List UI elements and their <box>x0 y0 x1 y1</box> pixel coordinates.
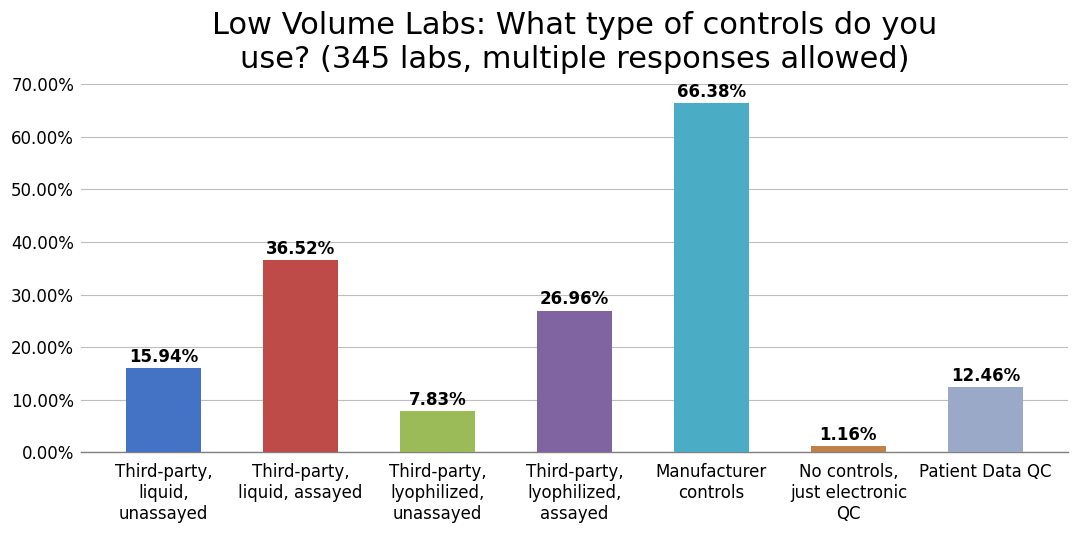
Bar <box>537 311 612 452</box>
Bar <box>810 446 886 452</box>
Bar <box>400 411 475 452</box>
Text: 15.94%: 15.94% <box>129 348 199 366</box>
Title: Low Volume Labs: What type of controls do you
use? (345 labs, multiple responses: Low Volume Labs: What type of controls d… <box>211 11 937 74</box>
Text: 7.83%: 7.83% <box>409 391 466 409</box>
Text: 36.52%: 36.52% <box>265 240 336 258</box>
Text: 66.38%: 66.38% <box>677 83 746 101</box>
Text: 26.96%: 26.96% <box>540 290 610 309</box>
Bar <box>126 368 202 452</box>
Text: 1.16%: 1.16% <box>820 426 877 444</box>
Bar <box>263 260 338 452</box>
Bar <box>947 387 1023 452</box>
Text: 12.46%: 12.46% <box>951 367 1020 384</box>
Bar <box>673 104 749 452</box>
